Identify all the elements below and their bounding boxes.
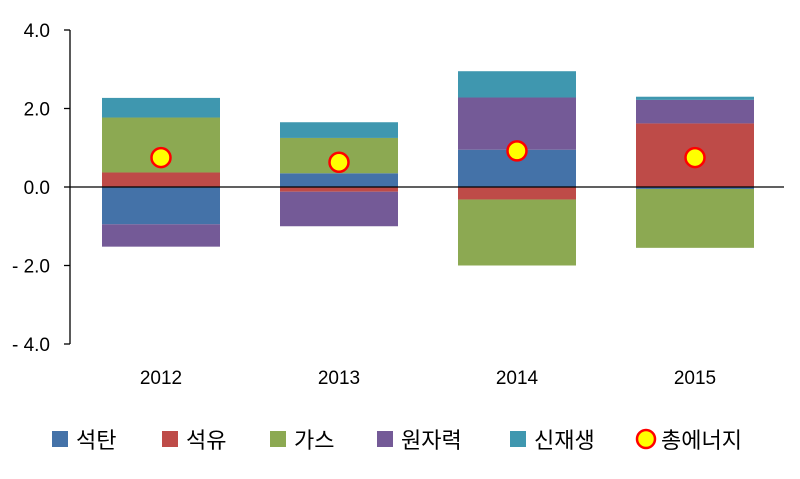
legend-item-5: 총에너지 — [635, 428, 742, 454]
x-tick-label: 2013 — [318, 368, 360, 389]
bar-2014-series-2 — [458, 199, 576, 266]
legend-swatch — [270, 431, 286, 447]
bar-2013-series-3 — [280, 191, 398, 227]
bar-2015-series-2 — [636, 188, 754, 248]
bar-2013-series-0 — [280, 173, 398, 187]
legend-item-0: 석탄 — [52, 429, 116, 454]
bar-2012-series-0 — [102, 187, 220, 225]
legend-item-3: 원자력 — [377, 429, 462, 454]
legend: 석탄 석유 가스 원자력 신재생 총에너지 — [52, 428, 742, 454]
x-tick-label: 2012 — [140, 368, 182, 389]
total-marker-layer — [150, 140, 706, 174]
x-tick-label: 2015 — [674, 368, 716, 389]
legend-swatch — [52, 431, 68, 447]
bar-2015-series-3 — [636, 99, 754, 124]
legend-swatch — [635, 428, 657, 450]
legend-swatch — [377, 431, 393, 447]
y-tick-label: 0.0 — [24, 178, 50, 199]
legend-label: 신재생 — [534, 429, 595, 454]
legend-swatch — [510, 431, 526, 447]
total-marker-2012 — [150, 146, 172, 169]
y-tick-label: 2.0 — [24, 100, 50, 121]
bar-layer — [102, 71, 754, 266]
legend-label: 가스 — [294, 429, 334, 454]
legend-label: 석유 — [186, 429, 226, 454]
bar-2012-series-1 — [102, 172, 220, 187]
total-marker-2015 — [684, 146, 706, 169]
legend-item-4: 신재생 — [510, 429, 595, 454]
bar-2013-series-4 — [280, 122, 398, 138]
total-marker-2014 — [506, 140, 528, 162]
bar-2012-series-4 — [102, 97, 220, 118]
bar-2014-series-4 — [458, 71, 576, 98]
bar-2015-series-0 — [636, 187, 754, 189]
y-tick-label: - 2.0 — [12, 257, 50, 278]
bar-2014-series-1 — [458, 187, 576, 200]
legend-item-1: 석유 — [162, 429, 226, 454]
legend-item-2: 가스 — [270, 429, 334, 454]
y-tick-label: - 4.0 — [12, 335, 50, 356]
bar-2012-series-3 — [102, 224, 220, 247]
x-tick-label: 2014 — [496, 368, 539, 389]
legend-label: 석탄 — [76, 429, 116, 454]
axes: 4.0 2.0 0.0 - 2.0 - 4.0 2012 2013 2014 2015 — [12, 21, 784, 389]
legend-label: 총에너지 — [661, 429, 742, 454]
bar-2013-series-1 — [280, 187, 398, 192]
total-marker-2013 — [328, 151, 350, 174]
bar-2015-series-4 — [636, 96, 754, 100]
y-tick-label: 4.0 — [24, 21, 50, 42]
legend-label: 원자력 — [401, 429, 462, 454]
legend-swatch — [162, 431, 178, 447]
